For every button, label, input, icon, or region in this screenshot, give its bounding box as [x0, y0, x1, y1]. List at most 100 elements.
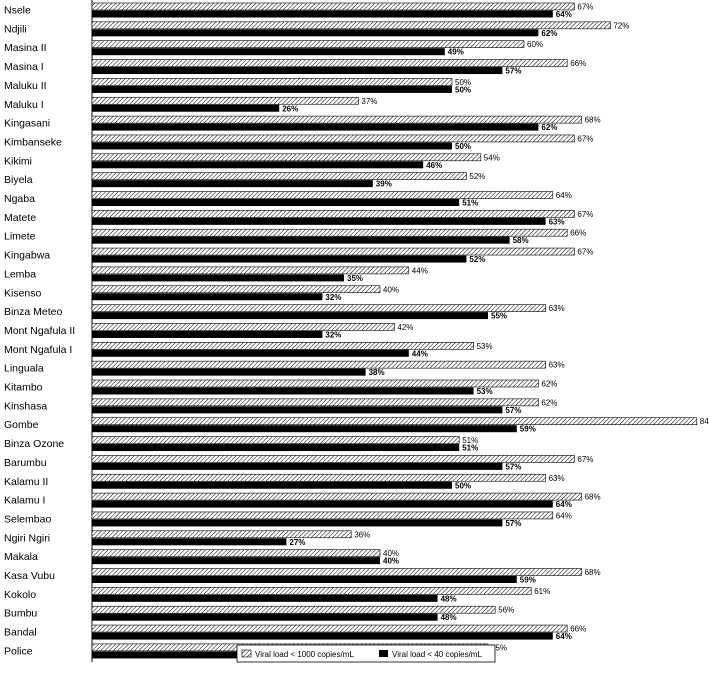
data-label: 37% [361, 97, 377, 106]
category-label: Kasa Vubu [4, 570, 55, 582]
bar-under-40 [92, 123, 539, 131]
data-label: 42% [397, 323, 413, 332]
data-label: 32% [325, 330, 341, 339]
bar-under-40 [92, 312, 488, 320]
category-label: Gombe [4, 419, 39, 431]
category-label: Linguala [4, 363, 44, 375]
bar-under-40 [92, 293, 323, 301]
bar-under-1000 [91, 191, 554, 199]
data-label: 59% [520, 425, 536, 434]
category-label: Kokolo [4, 589, 36, 601]
bar-under-1000 [91, 360, 546, 369]
data-label: 64% [556, 191, 572, 200]
bar-under-1000 [91, 210, 575, 218]
bar-under-40 [92, 29, 539, 37]
data-label: 62% [541, 123, 557, 132]
category-label: Limete [4, 231, 36, 243]
category-label: Kitambo [4, 382, 43, 394]
data-label: 57% [505, 462, 521, 471]
data-label: 49% [448, 48, 464, 57]
bar-under-40 [92, 387, 474, 395]
category-label: Masina II [4, 42, 47, 54]
bar-under-1000 [91, 492, 582, 501]
data-label: 54% [484, 153, 500, 162]
data-label: 50% [455, 142, 471, 151]
category-label: Barumbu [4, 457, 47, 469]
bar-under-1000 [91, 323, 395, 331]
data-label: 53% [477, 387, 493, 396]
data-label: 50% [455, 78, 471, 87]
data-label: 64% [556, 10, 572, 19]
data-label: 35% [347, 274, 363, 283]
data-label: 46% [426, 161, 442, 170]
data-label: 53% [477, 342, 493, 351]
bar-under-40 [92, 48, 445, 56]
data-label: 67% [577, 3, 593, 12]
bar-under-1000 [91, 304, 546, 312]
data-label: 62% [541, 398, 557, 407]
bar-under-40 [92, 425, 517, 433]
bars-group: Nsele 67% 64% Ndjili 72% 62% Masina II 60% 49% Ma… [4, 3, 709, 660]
data-label: 52% [469, 172, 485, 181]
category-label: Bumbu [4, 608, 37, 620]
data-label: 66% [570, 59, 586, 68]
bar-under-40 [92, 406, 503, 414]
data-label: 66% [570, 229, 586, 238]
bar-under-1000 [91, 153, 482, 162]
data-label: 50% [455, 85, 471, 94]
bar-under-1000 [91, 247, 575, 256]
bar-under-40 [92, 10, 553, 18]
data-label: 50% [455, 481, 471, 490]
bar-under-40 [92, 180, 373, 188]
data-label: 55% [491, 312, 507, 321]
category-label: Kalamu II [4, 476, 48, 488]
bar-under-40 [92, 255, 467, 263]
category-label: Kingabwa [4, 250, 50, 262]
data-label: 48% [441, 613, 457, 622]
data-label: 66% [570, 625, 586, 634]
category-label: Lemba [4, 268, 36, 280]
bar-under-40 [92, 330, 323, 338]
bar-under-1000 [91, 285, 381, 294]
bar-under-40 [92, 274, 344, 282]
data-label: 57% [505, 519, 521, 528]
bar-under-40 [92, 481, 452, 489]
data-label: 67% [577, 210, 593, 219]
bar-under-40 [92, 161, 424, 169]
category-label: Masina I [4, 61, 44, 73]
data-label: 39% [376, 180, 392, 189]
legend-label-2: Viral load < 40 copies/mL [392, 650, 482, 659]
bar-under-1000 [91, 511, 554, 520]
data-label: 57% [505, 67, 521, 76]
data-label: 68% [585, 116, 601, 125]
data-label: 27% [289, 538, 305, 547]
data-label: 63% [549, 217, 565, 226]
bar-under-1000 [91, 568, 582, 576]
data-label: 36% [354, 530, 370, 539]
bar-under-1000 [91, 228, 568, 237]
bar-under-40 [92, 519, 503, 527]
bar-under-1000 [91, 2, 575, 11]
data-label: 72% [613, 21, 629, 30]
data-label: 55% [491, 643, 507, 652]
data-label: 67% [577, 248, 593, 257]
data-label: 40% [383, 285, 399, 294]
legend-label-1: Viral load < 1000 copies/mL [255, 650, 354, 659]
data-label: 40% [383, 557, 399, 566]
category-label: Kikimi [4, 155, 32, 167]
category-label: Mont Ngafula II [4, 325, 75, 337]
bar-under-40 [92, 236, 510, 244]
bar-under-1000 [91, 530, 352, 539]
bar-under-40 [92, 444, 460, 452]
data-label: 63% [549, 474, 565, 483]
bar-under-40 [92, 104, 280, 112]
data-label: 51% [462, 436, 478, 445]
category-label: Kimbanseke [4, 136, 62, 148]
category-label: Mont Ngafula I [4, 344, 72, 356]
bar-under-1000 [91, 21, 611, 30]
data-label: 68% [585, 493, 601, 502]
data-label: 64% [556, 632, 572, 641]
category-label: Bandal [4, 627, 37, 639]
data-label: 62% [541, 380, 557, 389]
bar-under-1000 [91, 40, 525, 49]
